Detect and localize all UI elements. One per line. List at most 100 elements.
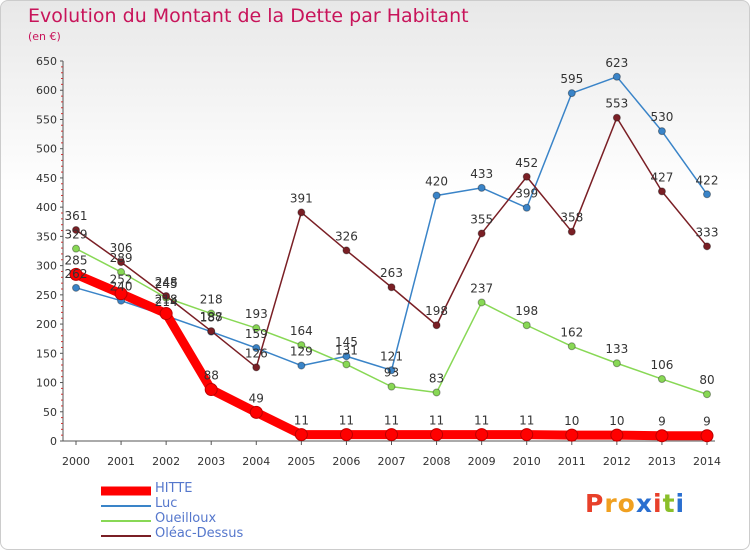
y-tick-label: 50: [43, 406, 57, 419]
data-labels: 262 240 214 187 159 129 145 121 420 433 399 595 623 5…: [65, 56, 719, 429]
data-point: [430, 428, 444, 442]
data-point: [297, 208, 306, 217]
data-point: [432, 191, 441, 200]
data-label: 164: [290, 324, 313, 338]
series-lines: [71, 76, 712, 441]
logo-letter: i: [675, 489, 686, 518]
x-tick-label: 2013: [648, 455, 676, 468]
data-point: [657, 127, 666, 136]
data-label: 248: [155, 275, 178, 289]
chart-axes: 0 50 100 150 200 250 300 350 400 450 500 550 600 650 2…: [36, 55, 721, 468]
data-label: 198: [425, 304, 448, 318]
proxiti-logo: Proxiti: [585, 489, 685, 518]
data-point: [252, 363, 261, 372]
data-label: 11: [474, 414, 489, 428]
data-point: [703, 390, 711, 399]
data-point: [117, 268, 126, 277]
data-point: [207, 309, 216, 318]
data-point: [522, 172, 531, 181]
data-label: 358: [560, 211, 583, 225]
data-point: [657, 187, 666, 196]
data-label: 9: [658, 415, 666, 429]
legend-swatch: [101, 486, 151, 495]
legend-label: HITTE: [155, 481, 193, 496]
data-label: 285: [65, 253, 88, 267]
data-label: 10: [609, 414, 624, 428]
data-label: 326: [335, 229, 358, 243]
data-label: 595: [560, 72, 583, 86]
data-label: 218: [200, 293, 223, 307]
data-label: 145: [335, 335, 358, 349]
x-tick-label: 2009: [468, 455, 496, 468]
data-point: [477, 183, 486, 192]
x-tick-label: 2005: [287, 455, 315, 468]
x-tick-label: 2000: [62, 455, 90, 468]
data-label: 126: [245, 346, 268, 360]
data-label: 129: [290, 345, 313, 359]
data-point: [387, 382, 396, 391]
data-point: [342, 360, 351, 369]
x-tick-label: 2014: [693, 455, 721, 468]
data-point: [114, 287, 128, 301]
x-tick-label: 2012: [603, 455, 631, 468]
data-point: [297, 341, 306, 350]
legend-swatch: [101, 534, 151, 537]
legend-label: Oléac-Dessus: [155, 526, 244, 541]
data-label: 88: [204, 369, 219, 383]
data-label: 11: [429, 414, 444, 428]
data-point: [69, 267, 83, 281]
y-tick-label: 550: [36, 113, 57, 126]
data-label: 355: [470, 212, 493, 226]
data-point: [565, 428, 579, 442]
data-point: [432, 321, 441, 330]
data-label: 10: [564, 414, 579, 428]
data-point: [294, 428, 308, 442]
data-label: 80: [699, 373, 714, 387]
y-tick-label: 450: [36, 172, 57, 185]
data-point: [342, 246, 351, 255]
data-label: 422: [696, 173, 719, 187]
y-tick-label: 500: [36, 143, 57, 156]
data-point: [612, 113, 621, 122]
data-label: 237: [470, 281, 493, 295]
data-label: 391: [290, 191, 313, 205]
x-tick-label: 2003: [197, 455, 225, 468]
data-label: 553: [605, 97, 628, 111]
data-point: [342, 352, 351, 361]
data-label: 193: [245, 307, 268, 321]
data-point: [700, 429, 714, 443]
data-label: 83: [429, 371, 444, 385]
y-tick-label: 250: [36, 289, 57, 302]
data-point: [249, 405, 263, 419]
data-label: 198: [515, 304, 538, 318]
data-point: [72, 283, 80, 292]
data-label: 11: [339, 414, 354, 428]
x-tick-label: 2008: [423, 455, 451, 468]
logo-letter: i: [653, 489, 663, 518]
legend-item: Oueilloux: [101, 511, 301, 528]
data-point: [612, 72, 621, 81]
x-tick-label: 2006: [332, 455, 360, 468]
data-label: 329: [65, 228, 88, 242]
data-label: 289: [110, 251, 133, 265]
data-point: [432, 388, 441, 397]
data-label: 159: [245, 327, 268, 341]
x-tick-label: 2004: [242, 455, 270, 468]
y-tick-label: 350: [36, 230, 57, 243]
data-point: [612, 359, 621, 368]
y-tick-label: 600: [36, 84, 57, 97]
legend: HITTE Luc Oueilloux Oléac-Dessus: [101, 481, 301, 543]
data-point: [520, 428, 534, 442]
data-point: [477, 229, 486, 238]
data-label: 240: [110, 280, 133, 294]
x-tick-label: 2011: [558, 455, 586, 468]
data-point: [252, 324, 261, 333]
y-tick-label: 400: [36, 201, 57, 214]
data-point: [117, 258, 126, 267]
y-tick-label: 650: [36, 55, 57, 68]
data-point: [385, 428, 398, 442]
data-label: 623: [605, 56, 628, 70]
data-label: 245: [155, 277, 178, 291]
